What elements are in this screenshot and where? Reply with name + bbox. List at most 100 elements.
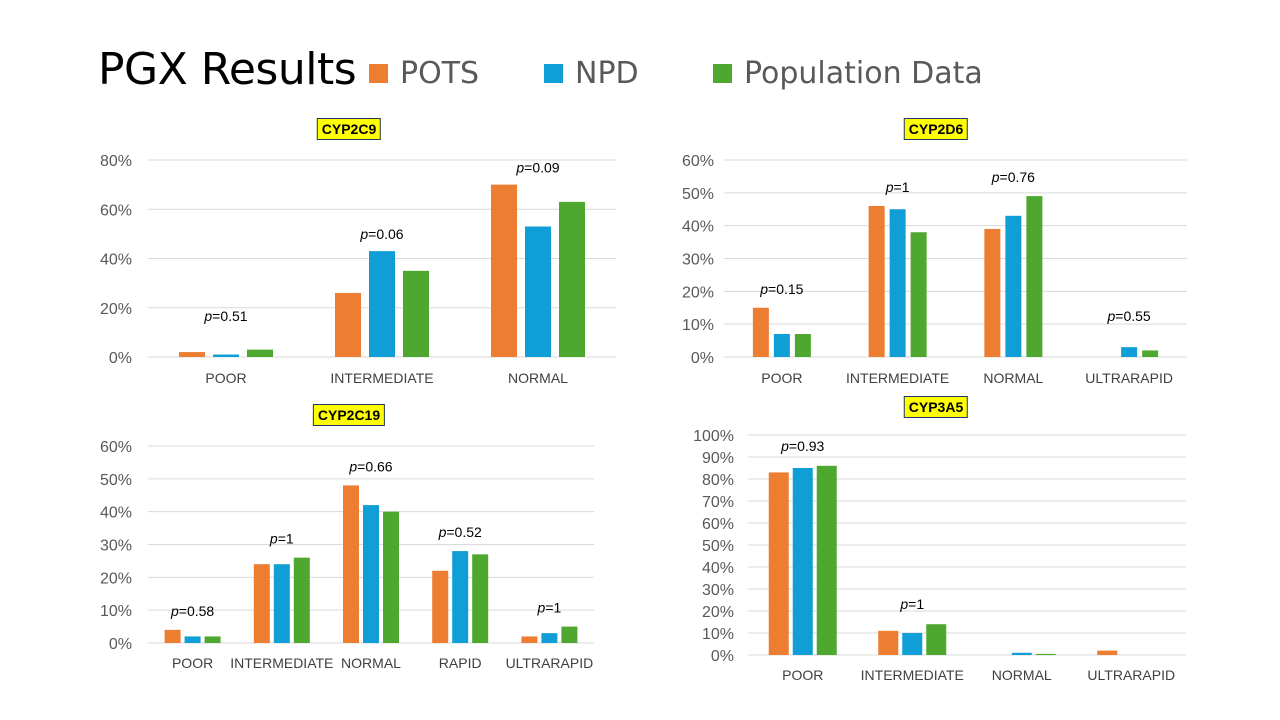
x-category-label: ULTRARAPID <box>1087 667 1175 683</box>
x-category-label: INTERMEDIATE <box>861 667 964 683</box>
chart-cyp3a5: 0% 10% 20% 30% 40% 50% 60% 70% 80% 90% 100% POOR p=0… <box>693 428 1186 683</box>
bar-cyp3a5-poor-pots <box>768 472 789 655</box>
bar-cyp2c9-normal-npd <box>525 226 551 357</box>
p-value-annotation: p=0.58 <box>170 603 214 619</box>
legend: POTS NPD Population Data <box>0 56 1280 96</box>
bar-cyp2d6-ultrarapid-npd <box>1121 347 1138 357</box>
x-category-label: NORMAL <box>341 655 401 671</box>
bar-cyp2d6-normal-pots <box>984 228 1001 357</box>
bar-cyp2c19-rapid-population-data <box>472 554 489 643</box>
bar-cyp2c19-rapid-npd <box>452 551 469 643</box>
y-tick-label: 30% <box>682 252 714 269</box>
bar-cyp2c19-normal-npd <box>363 505 379 643</box>
bar-cyp2c19-intermediate-population-data <box>293 557 310 643</box>
bar-cyp2c19-poor-pots <box>164 629 181 643</box>
chart-panel-cyp3a5: CYP3A5 0% 10% 20% 30% 40% 50% 60% 70% 80% 90% 100%… <box>640 0 1280 720</box>
y-tick-label: 90% <box>702 450 734 467</box>
y-tick-label: 60% <box>100 202 132 219</box>
x-category-label: POOR <box>761 370 802 386</box>
p-value-annotation: p=0.55 <box>1107 308 1151 324</box>
bar-cyp3a5-normal-npd <box>1011 652 1032 655</box>
y-tick-label: 70% <box>702 494 734 511</box>
y-tick-label: 0% <box>711 648 734 665</box>
bar-cyp3a5-intermediate-pots <box>878 630 899 655</box>
legend-label-pots: POTS <box>400 56 480 91</box>
bar-cyp2d6-intermediate-pots <box>868 205 885 357</box>
p-value-annotation: p=0.76 <box>991 169 1035 185</box>
legend-label-population: Population Data <box>744 56 983 91</box>
y-tick-label: 80% <box>100 153 132 170</box>
y-tick-label: 10% <box>100 603 132 620</box>
x-category-label: ULTRARAPID <box>1085 370 1173 386</box>
bar-cyp2c19-intermediate-npd <box>273 564 290 643</box>
bar-cyp2c9-normal-population-data <box>559 201 585 357</box>
x-category-label: NORMAL <box>983 370 1043 386</box>
y-tick-label: 40% <box>702 560 734 577</box>
x-category-label: INTERMEDIATE <box>846 370 949 386</box>
chart-panel-cyp2c9: CYP2C9 0% 20% 40% 60% 80% POOR p=0.51 INTERMEDI… <box>0 0 640 400</box>
bar-cyp2c19-poor-population-data <box>204 636 221 643</box>
bar-cyp2c9-poor-population-data <box>247 349 273 357</box>
p-value-annotation: p=0.93 <box>780 438 824 454</box>
bar-cyp3a5-intermediate-npd <box>902 633 923 655</box>
y-tick-label: 20% <box>682 284 714 301</box>
legend-label-npd: NPD <box>575 56 639 91</box>
bar-cyp2c9-normal-pots <box>491 184 517 357</box>
legend-swatch-population <box>713 64 732 83</box>
bar-cyp2c19-ultrarapid-pots <box>521 636 538 643</box>
legend-item-npd: NPD <box>544 56 639 91</box>
bar-cyp2d6-ultrarapid-population-data <box>1142 350 1159 357</box>
chart-title-cyp2d6: CYP2D6 <box>903 118 969 140</box>
y-tick-label: 100% <box>693 428 734 445</box>
bar-cyp3a5-poor-npd <box>792 468 813 655</box>
bar-cyp2c19-normal-pots <box>343 485 359 643</box>
y-tick-label: 40% <box>100 252 132 269</box>
bar-cyp2d6-poor-population-data <box>794 334 811 357</box>
y-tick-label: 30% <box>100 538 132 555</box>
p-value-annotation: p=0.52 <box>438 524 482 540</box>
p-value-annotation: p=0.66 <box>348 458 392 474</box>
y-tick-label: 60% <box>682 153 714 170</box>
chart-title-cyp2c9: CYP2C9 <box>316 118 382 140</box>
p-value-annotation: p=0.51 <box>203 308 247 324</box>
p-value-annotation: p=1 <box>269 531 294 547</box>
bar-cyp2c9-intermediate-pots <box>335 292 361 357</box>
y-tick-label: 50% <box>682 186 714 203</box>
y-tick-label: 50% <box>100 472 132 489</box>
y-tick-label: 30% <box>702 582 734 599</box>
y-tick-label: 20% <box>702 604 734 621</box>
bar-cyp3a5-intermediate-population-data <box>926 624 947 655</box>
chart-cyp2d6: 0% 10% 20% 30% 40% 50% 60% POOR p=0.15 INTERMEDIA… <box>682 153 1187 386</box>
x-category-label: POOR <box>172 655 213 671</box>
bar-cyp3a5-normal-population-data <box>1035 653 1056 655</box>
y-tick-label: 0% <box>109 636 132 653</box>
p-value-annotation: p=0.15 <box>759 281 803 297</box>
y-tick-label: 10% <box>682 317 714 334</box>
bar-cyp2c9-poor-npd <box>213 354 239 357</box>
p-value-annotation: p=1 <box>537 600 562 616</box>
bar-cyp2d6-poor-npd <box>773 334 790 357</box>
p-value-annotation: p=1 <box>885 179 910 195</box>
x-category-label: NORMAL <box>508 370 568 386</box>
y-tick-label: 60% <box>702 516 734 533</box>
y-tick-label: 10% <box>702 626 734 643</box>
legend-swatch-pots <box>369 64 388 83</box>
legend-item-population: Population Data <box>713 56 983 91</box>
x-category-label: POOR <box>782 667 823 683</box>
bar-cyp3a5-poor-population-data <box>816 465 837 655</box>
y-tick-label: 20% <box>100 570 132 587</box>
bar-cyp2c9-intermediate-population-data <box>403 270 429 357</box>
chart-panel-cyp2d6: CYP2D6 0% 10% 20% 30% 40% 50% 60% POOR p=0.15 INT… <box>640 0 1280 400</box>
chart-cyp2c19: 0% 10% 20% 30% 40% 50% 60% POOR p=0.58 INTERMEDIA… <box>100 439 594 671</box>
y-tick-label: 0% <box>691 350 714 367</box>
page-title: PGX Results <box>98 44 357 95</box>
bar-cyp2c19-rapid-pots <box>432 570 449 643</box>
y-tick-label: 80% <box>702 472 734 489</box>
bar-cyp3a5-ultrarapid-pots <box>1097 650 1118 655</box>
p-value-annotation: p=1 <box>899 596 924 612</box>
chart-title-cyp3a5: CYP3A5 <box>903 396 969 418</box>
chart-cyp2c9: 0% 20% 40% 60% 80% POOR p=0.51 INTERMEDIATE p=0.… <box>100 153 616 386</box>
legend-item-pots: POTS <box>369 56 479 91</box>
bar-cyp2d6-poor-pots <box>752 307 769 357</box>
x-category-label: INTERMEDIATE <box>330 370 433 386</box>
